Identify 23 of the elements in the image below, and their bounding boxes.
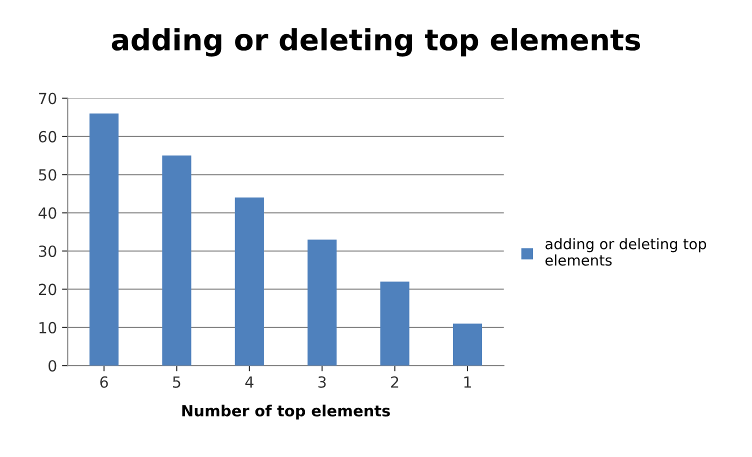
bar xyxy=(308,240,337,366)
bar xyxy=(89,114,119,366)
x-tick-label: 2 xyxy=(391,376,398,388)
legend-label: adding or deleting top elements xyxy=(545,238,706,266)
bar xyxy=(452,324,482,366)
y-tick-label: 60 xyxy=(38,130,56,142)
chart-title: adding or deleting top elements xyxy=(112,28,640,57)
y-tick-label: 0 xyxy=(48,360,56,372)
y-tick-label: 40 xyxy=(38,207,56,219)
x-tick-label: 1 xyxy=(464,376,471,388)
y-tick-label: 10 xyxy=(40,322,56,334)
y-tick-label: 20 xyxy=(38,284,56,296)
x-tick-label: 4 xyxy=(245,376,254,388)
y-tick-label: 30 xyxy=(38,245,56,258)
x-tick-label: 5 xyxy=(173,376,180,388)
bar xyxy=(162,156,192,366)
x-tick-label: 6 xyxy=(100,376,108,388)
y-tick-label: 70 xyxy=(39,92,56,104)
y-tick-label: 50 xyxy=(39,169,56,181)
bar xyxy=(234,198,264,366)
x-axis-title: Number of top elements xyxy=(182,404,390,420)
x-tick-label: 3 xyxy=(318,376,326,388)
bar xyxy=(380,282,410,366)
